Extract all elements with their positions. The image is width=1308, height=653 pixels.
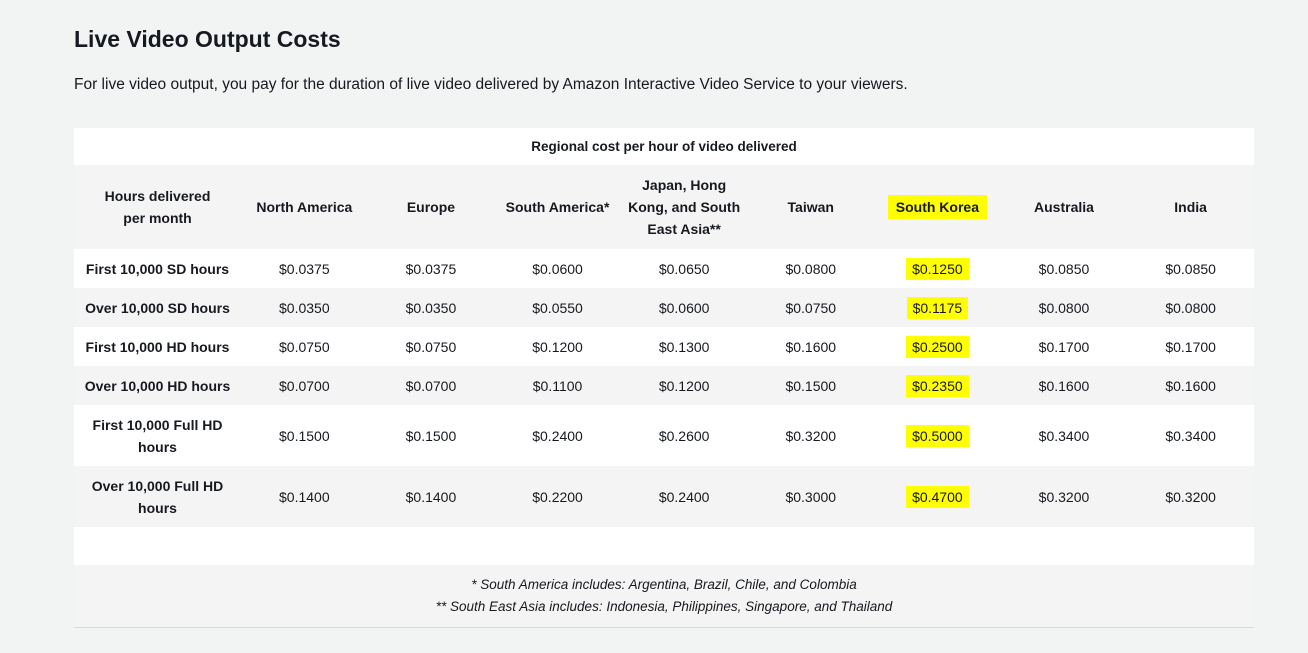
table-row: Over 10,000 SD hours $0.0350 $0.0350 $0.055… xyxy=(74,288,1254,327)
price-cell: $0.0850 xyxy=(1000,249,1128,288)
price-cell: $0.0750 xyxy=(367,327,495,366)
price-cell: $0.2200 xyxy=(494,466,621,527)
price-cell: $0.1500 xyxy=(367,405,495,466)
price-cell: $0.1200 xyxy=(494,327,621,366)
price-cell: $0.0800 xyxy=(1000,288,1128,327)
price-cell-highlighted: $0.5000 xyxy=(874,405,1001,466)
price-cell: $0.0800 xyxy=(747,249,875,288)
price-cell: $0.0850 xyxy=(1127,249,1254,288)
row-label: First 10,000 Full HD hours xyxy=(74,405,242,466)
price-cell: $0.0700 xyxy=(367,366,495,405)
price-cell: $0.1100 xyxy=(494,366,621,405)
price-cell: $0.0750 xyxy=(747,288,875,327)
price-cell: $0.3200 xyxy=(1127,466,1254,527)
table-caption: Regional cost per hour of video delivere… xyxy=(74,128,1254,165)
price-cell: $0.3400 xyxy=(1000,405,1128,466)
footnote: ** South East Asia includes: Indonesia, … xyxy=(435,599,893,614)
table-row: First 10,000 HD hours $0.0750 $0.0750 $0.12… xyxy=(74,327,1254,366)
row-label: Over 10,000 SD hours xyxy=(74,288,242,327)
price-cell: $0.1700 xyxy=(1127,327,1254,366)
pricing-table: Regional cost per hour of video delivere… xyxy=(74,128,1254,527)
price-cell: $0.0600 xyxy=(494,249,621,288)
price-cell: $0.3200 xyxy=(1000,466,1128,527)
price-cell: $0.1200 xyxy=(620,366,748,405)
price-cell: $0.0350 xyxy=(241,288,368,327)
row-label: First 10,000 SD hours xyxy=(74,249,242,288)
price-cell: $0.1600 xyxy=(747,327,875,366)
row-label: Over 10,000 HD hours xyxy=(74,366,242,405)
row-header-label: Hours delivered per month xyxy=(74,165,242,249)
price-cell: $0.2400 xyxy=(620,466,748,527)
table-row: Over 10,000 HD hours $0.0700 $0.0700 $0.110… xyxy=(74,366,1254,405)
price-cell: $0.1500 xyxy=(747,366,875,405)
price-cell: $0.1400 xyxy=(367,466,495,527)
column-header: Australia xyxy=(1000,165,1128,249)
column-header: Europe xyxy=(367,165,495,249)
price-cell: $0.3400 xyxy=(1127,405,1254,466)
price-cell: $0.1600 xyxy=(1000,366,1128,405)
column-header-highlighted: South Korea xyxy=(874,165,1001,249)
table-footnotes: * South America includes: Argentina, Bra… xyxy=(74,565,1254,628)
table-spacer xyxy=(74,527,1254,565)
table-row: First 10,000 Full HD hours $0.1500 $0.1500… xyxy=(74,405,1254,466)
price-cell: $0.0550 xyxy=(494,288,621,327)
price-cell: $0.0375 xyxy=(241,249,368,288)
column-header: Japan, Hong Kong, and South East Asia** xyxy=(620,165,748,249)
price-cell-highlighted: $0.1175 xyxy=(874,288,1001,327)
pricing-table-container: Regional cost per hour of video delivere… xyxy=(74,128,1254,628)
intro-text: For live video output, you pay for the d… xyxy=(74,76,908,93)
price-cell: $0.0750 xyxy=(241,327,368,366)
price-cell: $0.2600 xyxy=(620,405,748,466)
price-cell: $0.0600 xyxy=(620,288,748,327)
price-cell: $0.3000 xyxy=(747,466,875,527)
price-cell-highlighted: $0.1250 xyxy=(874,249,1001,288)
price-cell: $0.1500 xyxy=(241,405,368,466)
price-cell-highlighted: $0.2500 xyxy=(874,327,1001,366)
footnote: * South America includes: Argentina, Bra… xyxy=(471,577,857,592)
column-header: Taiwan xyxy=(747,165,875,249)
price-cell: $0.2400 xyxy=(494,405,621,466)
price-cell: $0.1700 xyxy=(1000,327,1128,366)
price-cell: $0.1300 xyxy=(620,327,748,366)
column-header-row: Hours delivered per month North America … xyxy=(74,165,1254,249)
price-cell: $0.0700 xyxy=(241,366,368,405)
price-cell-highlighted: $0.2350 xyxy=(874,366,1001,405)
table-row: Over 10,000 Full HD hours $0.1400 $0.1400 $… xyxy=(74,466,1254,527)
column-header: India xyxy=(1127,165,1254,249)
row-label: First 10,000 HD hours xyxy=(74,327,242,366)
price-cell-highlighted: $0.4700 xyxy=(874,466,1001,527)
price-cell: $0.0650 xyxy=(620,249,748,288)
row-label: Over 10,000 Full HD hours xyxy=(74,466,242,527)
price-cell: $0.0350 xyxy=(367,288,495,327)
price-cell: $0.3200 xyxy=(747,405,875,466)
column-header: South America* xyxy=(494,165,621,249)
table-row: First 10,000 SD hours $0.0375 $0.0375 $0.06… xyxy=(74,249,1254,288)
column-header: North America xyxy=(241,165,368,249)
price-cell: $0.0375 xyxy=(367,249,495,288)
price-cell: $0.1400 xyxy=(241,466,368,527)
page-title: Live Video Output Costs xyxy=(74,26,341,52)
price-cell: $0.0800 xyxy=(1127,288,1254,327)
price-cell: $0.1600 xyxy=(1127,366,1254,405)
